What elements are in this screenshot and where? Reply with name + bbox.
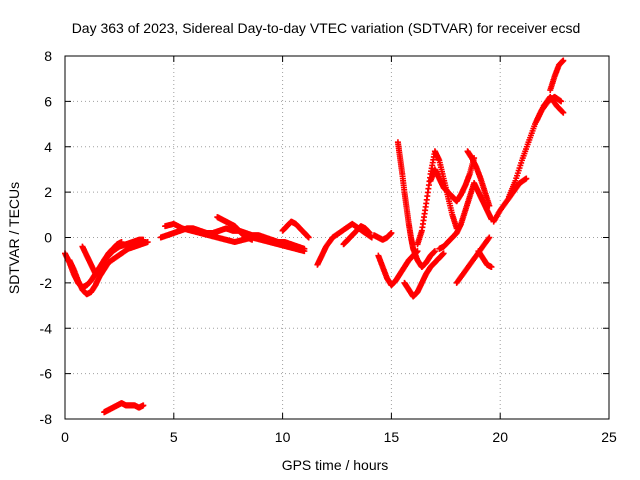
data-point [559,108,566,115]
data-point [523,175,530,182]
x-tick-label: 5 [170,429,178,445]
data-point [144,239,151,246]
y-tick-label: 8 [44,48,52,64]
y-tick-label: 2 [44,184,52,200]
data-point [305,234,312,241]
y-axis-label: SDTVAR / TECUs [6,182,22,294]
x-axis-label: GPS time / hours [282,457,389,473]
axis-ticks: 0 5 10 15 20 25 -8 -6 -4 -2 0 2 4 6 8 [40,48,617,445]
y-tick-label: -4 [40,320,53,336]
data-point [440,250,447,257]
x-tick-label: 0 [61,429,69,445]
y-tick-label: -8 [40,411,53,427]
data-point [118,239,125,246]
x-tick-label: 20 [492,429,508,445]
data-point [558,98,565,105]
data-point [431,248,438,255]
data-point [560,57,567,64]
data-point [301,248,308,255]
data-point [488,263,495,270]
y-tick-label: 6 [44,93,52,109]
y-tick-label: -6 [40,366,53,382]
y-tick-label: -2 [40,275,53,291]
data-point [486,202,493,209]
y-tick-label: 4 [44,139,52,155]
data-point [140,402,147,409]
chart-title: Day 363 of 2023, Sidereal Day-to-day VTE… [72,20,581,36]
data-point [560,109,567,116]
data-point [366,229,373,236]
x-tick-label: 25 [601,429,617,445]
data-point [485,235,492,242]
data-point [388,229,395,236]
x-tick-label: 10 [275,429,291,445]
data-point [249,236,256,243]
y-tick-label: 0 [44,230,52,246]
x-tick-label: 15 [384,429,400,445]
data-markers [62,57,567,416]
data-point [486,234,493,241]
